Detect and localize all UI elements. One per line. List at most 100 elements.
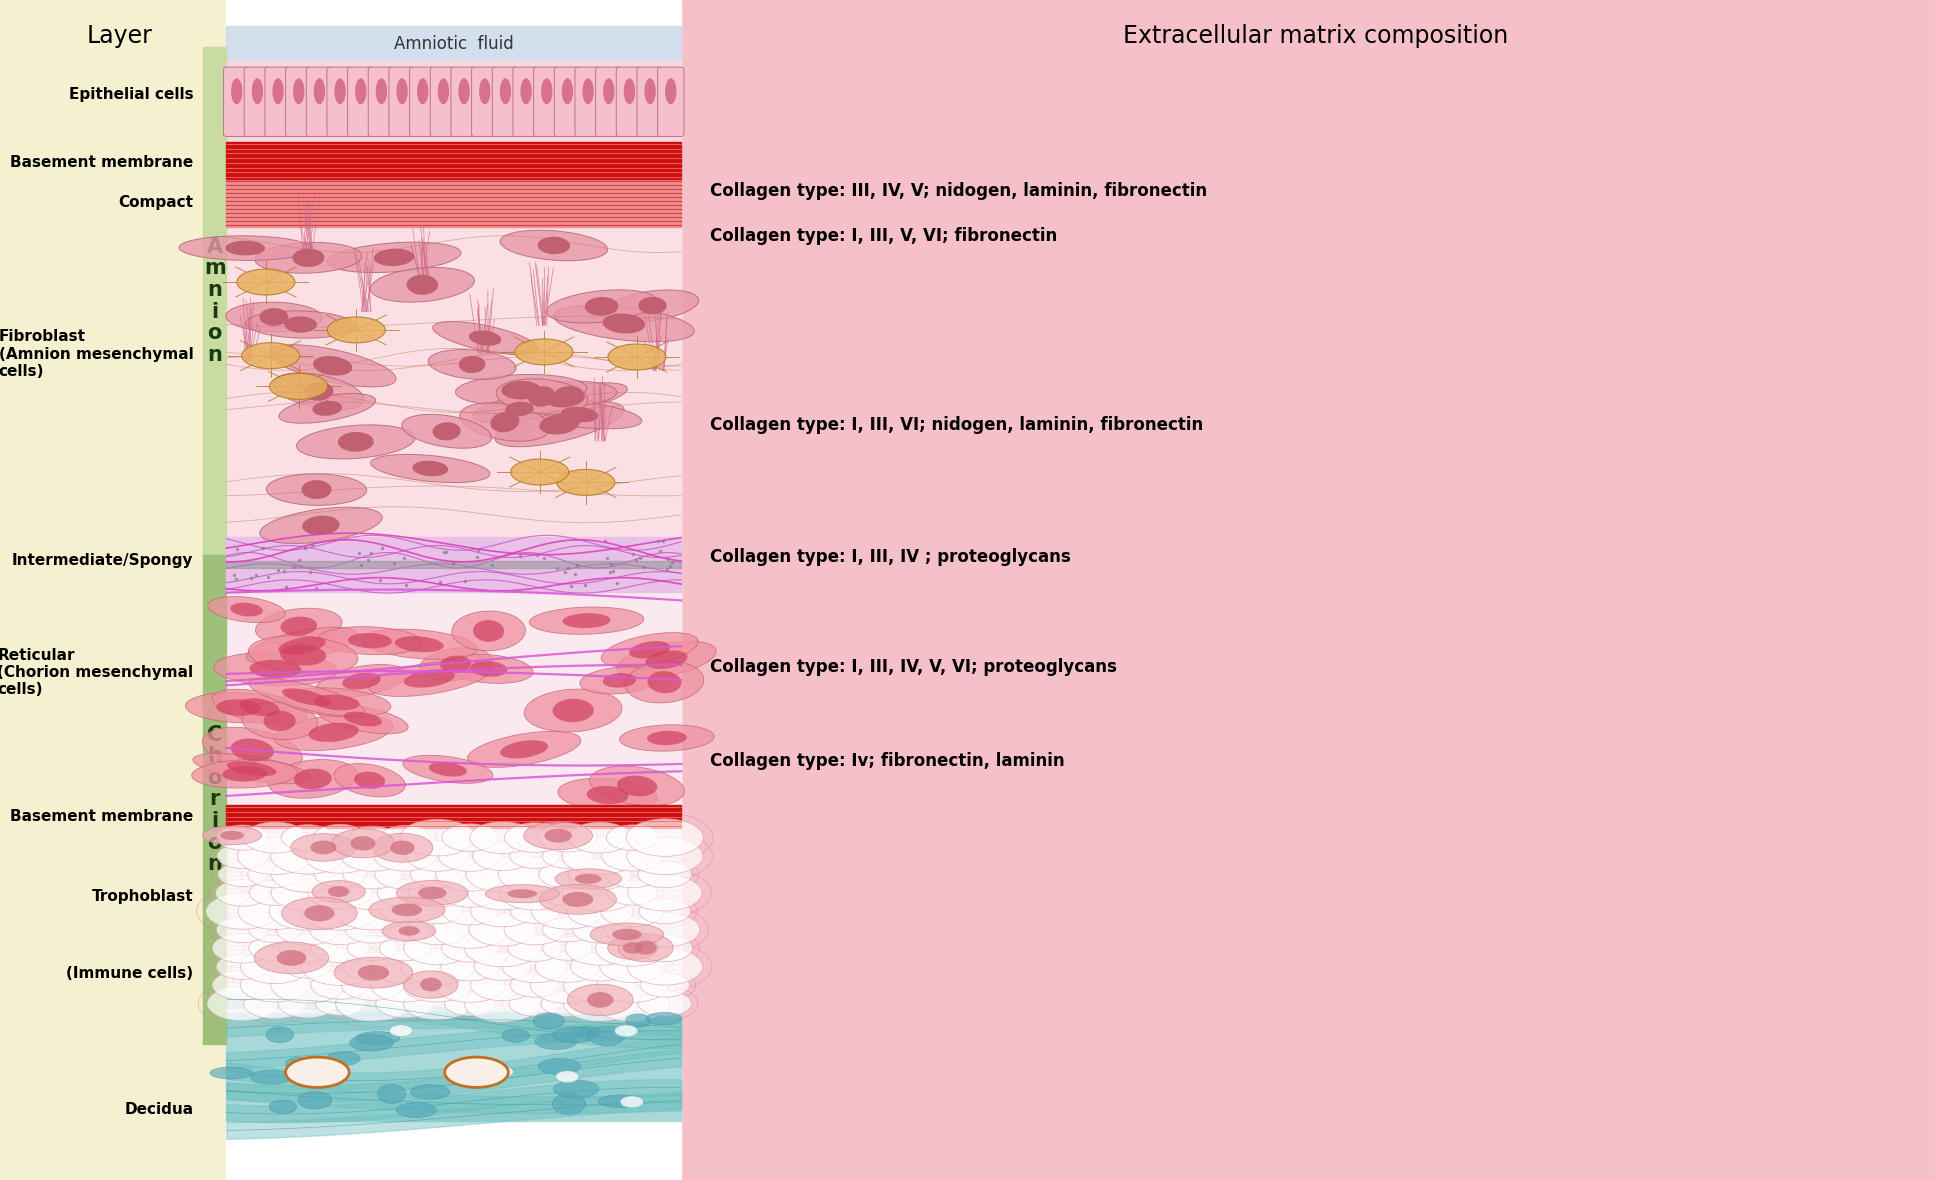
Ellipse shape — [553, 1094, 586, 1115]
Text: Collagen type: I, III, VI; nidogen, laminin, fibronectin: Collagen type: I, III, VI; nidogen, lami… — [710, 415, 1204, 434]
Ellipse shape — [294, 768, 333, 789]
Ellipse shape — [441, 952, 499, 981]
Ellipse shape — [420, 978, 441, 991]
FancyBboxPatch shape — [472, 67, 497, 137]
Ellipse shape — [410, 1084, 451, 1100]
Ellipse shape — [259, 308, 288, 326]
Ellipse shape — [186, 693, 292, 723]
Ellipse shape — [298, 1092, 333, 1109]
Text: Basement membrane: Basement membrane — [10, 809, 194, 824]
Ellipse shape — [499, 740, 548, 759]
Ellipse shape — [602, 632, 699, 667]
Ellipse shape — [540, 414, 580, 434]
Ellipse shape — [377, 879, 433, 906]
Ellipse shape — [490, 1066, 513, 1077]
FancyBboxPatch shape — [368, 67, 395, 137]
Ellipse shape — [600, 896, 664, 926]
Ellipse shape — [629, 641, 670, 658]
Ellipse shape — [441, 935, 499, 962]
Ellipse shape — [522, 381, 617, 406]
Ellipse shape — [509, 991, 561, 1016]
Ellipse shape — [217, 825, 269, 850]
Ellipse shape — [267, 474, 366, 505]
Ellipse shape — [532, 1012, 565, 1029]
Ellipse shape — [236, 269, 294, 295]
Ellipse shape — [553, 699, 594, 722]
Ellipse shape — [511, 459, 569, 485]
Ellipse shape — [335, 893, 410, 930]
Text: Collagen type: I, III, V, VI; fibronectin: Collagen type: I, III, V, VI; fibronecti… — [710, 227, 1057, 245]
Ellipse shape — [250, 1070, 292, 1084]
Ellipse shape — [644, 650, 687, 669]
Ellipse shape — [501, 381, 542, 400]
Ellipse shape — [397, 1102, 437, 1117]
Ellipse shape — [441, 898, 497, 925]
Ellipse shape — [304, 382, 333, 401]
Ellipse shape — [534, 1034, 577, 1049]
Text: Compact: Compact — [118, 196, 194, 210]
Bar — [226, 61, 681, 142]
Ellipse shape — [312, 880, 366, 903]
Ellipse shape — [468, 330, 501, 346]
Ellipse shape — [401, 819, 474, 856]
Ellipse shape — [397, 880, 468, 905]
Ellipse shape — [259, 507, 381, 544]
Ellipse shape — [588, 1025, 625, 1045]
Ellipse shape — [302, 948, 379, 985]
Ellipse shape — [379, 936, 432, 961]
Bar — [226, 537, 681, 592]
Ellipse shape — [625, 662, 704, 703]
Ellipse shape — [499, 876, 571, 910]
Ellipse shape — [192, 760, 298, 788]
Ellipse shape — [608, 345, 666, 371]
Ellipse shape — [586, 786, 629, 805]
Ellipse shape — [542, 78, 553, 104]
Ellipse shape — [375, 989, 433, 1018]
Ellipse shape — [542, 880, 594, 906]
Ellipse shape — [596, 985, 670, 1022]
Ellipse shape — [472, 620, 505, 642]
Ellipse shape — [194, 753, 310, 784]
FancyBboxPatch shape — [658, 67, 683, 137]
Ellipse shape — [310, 914, 370, 945]
Ellipse shape — [561, 78, 573, 104]
Ellipse shape — [226, 302, 323, 332]
Ellipse shape — [575, 874, 602, 884]
Ellipse shape — [439, 656, 472, 673]
Ellipse shape — [246, 310, 356, 339]
Ellipse shape — [381, 899, 430, 923]
Ellipse shape — [606, 861, 660, 887]
Ellipse shape — [435, 858, 505, 891]
Ellipse shape — [290, 833, 356, 861]
Ellipse shape — [571, 952, 629, 981]
Ellipse shape — [244, 822, 308, 853]
Ellipse shape — [490, 412, 519, 432]
Ellipse shape — [354, 772, 385, 788]
Ellipse shape — [313, 825, 368, 851]
Ellipse shape — [348, 826, 397, 850]
Ellipse shape — [408, 879, 466, 907]
Ellipse shape — [542, 936, 592, 961]
Ellipse shape — [213, 689, 308, 726]
Ellipse shape — [335, 957, 412, 988]
Text: Collagen type: Iv; fibronectin, laminin: Collagen type: Iv; fibronectin, laminin — [710, 752, 1064, 771]
Ellipse shape — [221, 831, 244, 840]
Ellipse shape — [302, 480, 331, 499]
Ellipse shape — [308, 723, 358, 742]
Ellipse shape — [553, 1027, 596, 1043]
Ellipse shape — [281, 825, 335, 851]
Text: C
h
o
r
i
o
n: C h o r i o n — [207, 725, 223, 874]
Ellipse shape — [217, 700, 261, 716]
Ellipse shape — [497, 857, 571, 892]
Ellipse shape — [207, 986, 279, 1021]
Ellipse shape — [604, 673, 637, 688]
Ellipse shape — [313, 695, 360, 710]
Ellipse shape — [395, 636, 443, 653]
Bar — [203, 47, 226, 555]
Ellipse shape — [598, 1095, 644, 1108]
Ellipse shape — [344, 952, 402, 981]
Ellipse shape — [180, 236, 312, 261]
Ellipse shape — [461, 402, 550, 441]
Ellipse shape — [327, 1051, 360, 1066]
FancyBboxPatch shape — [534, 67, 559, 137]
